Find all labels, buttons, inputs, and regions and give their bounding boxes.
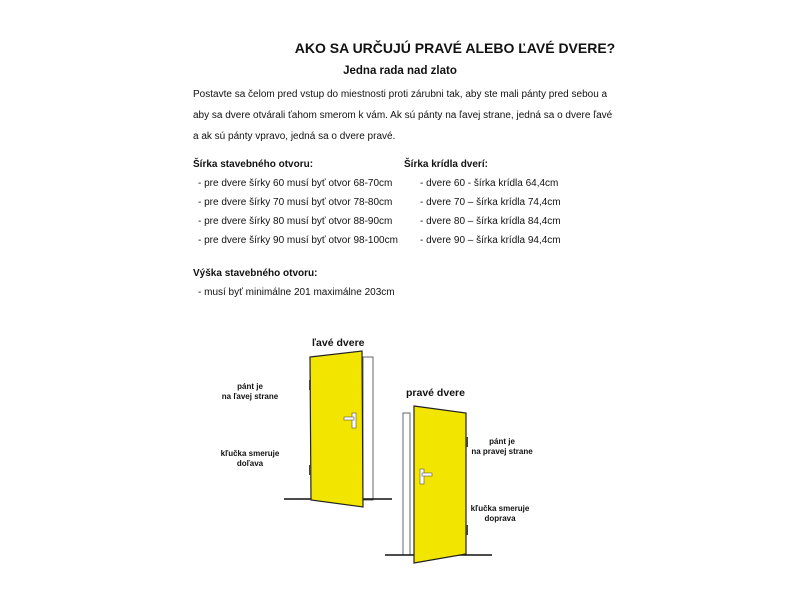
right-handle-label: kľučka smeruje doprava (466, 504, 534, 524)
subtitle: Jedna rada nad zlato (343, 65, 457, 77)
list-item: - pre dvere šírky 80 musí byť otvor 88-9… (198, 216, 393, 227)
list-item: - dvere 90 – šírka krídla 94,4cm (420, 235, 561, 246)
label-line: doprava (484, 514, 516, 523)
list-item: - musí byť minimálne 201 maximálne 203cm (198, 287, 395, 298)
label-line: pánt je (237, 382, 263, 391)
label-line: doľava (236, 459, 264, 468)
label-line: kľučka smeruje (220, 449, 280, 458)
left-door-title: ľavé dvere (312, 337, 365, 349)
list-item: - pre dvere šírky 60 musí byť otvor 68-7… (198, 178, 393, 189)
right-door (385, 405, 492, 564)
door-handle-icon (419, 468, 433, 485)
right-hinge-label: pánt je na pravej strane (468, 437, 536, 457)
page-title: AKO SA URČUJÚ PRAVÉ ALEBO ĽAVÉ DVERE? (294, 40, 616, 56)
leaf-width-heading: Šírka krídla dverí: (404, 159, 488, 170)
label-line: pánt je (489, 437, 515, 446)
label-line: na pravej strane (471, 447, 533, 456)
left-door (284, 350, 392, 508)
list-item: - pre dvere šírky 90 musí byť otvor 98-1… (198, 235, 398, 246)
list-item: - dvere 80 – šírka krídla 84,4cm (420, 216, 561, 227)
door-handle-icon (343, 412, 357, 429)
list-item: - pre dvere šírky 70 musí byť otvor 78-8… (198, 197, 393, 208)
list-item: - dvere 60 - šírka krídla 64,4cm (420, 178, 559, 189)
intro-paragraph: Postavte sa čelom pred vstup do miestnos… (193, 89, 613, 142)
list-item: - dvere 70 – šírka krídla 74,4cm (420, 197, 561, 208)
opening-width-heading: Šírka stavebného otvoru: (193, 159, 314, 170)
label-line: kľučka smeruje (470, 504, 530, 513)
left-handle-label: kľučka smeruje doľava (215, 449, 285, 469)
opening-height-heading: Výška stavebného otvoru: (193, 268, 318, 279)
left-hinge-label: pánt je na ľavej strane (215, 382, 285, 402)
label-line: na ľavej strane (221, 392, 279, 401)
right-door-title: pravé dvere (406, 387, 465, 399)
